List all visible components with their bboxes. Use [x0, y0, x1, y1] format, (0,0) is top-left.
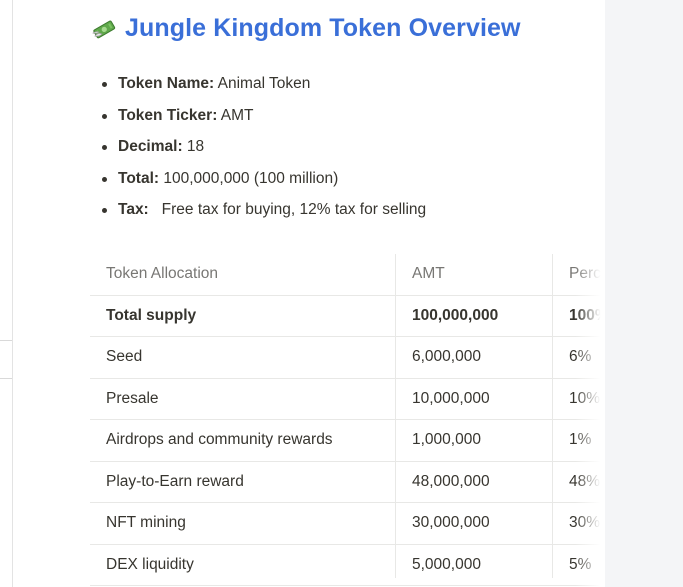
token-allocation-table: Token Allocation AMT Percentage Total su…	[90, 254, 605, 586]
table-row: Seed 6,000,000 6%	[90, 337, 605, 379]
table-row: DEX liquidity 5,000,000 5%	[90, 545, 605, 586]
table-cell[interactable]: 5%	[569, 555, 592, 573]
property-label: Token Name:	[118, 75, 215, 92]
table-cell[interactable]: 100%	[569, 306, 605, 324]
table-cell[interactable]: 100,000,000	[412, 306, 499, 324]
property-value: Animal Token	[214, 75, 311, 92]
panel-divider	[0, 340, 12, 341]
table-cell[interactable]: Airdrops and community rewards	[106, 431, 333, 448]
header-percentage[interactable]: Percentage	[569, 265, 605, 282]
property-value: 100,000,000 (100 million)	[159, 169, 339, 187]
column-divider	[552, 254, 553, 578]
property-label: Decimal:	[118, 138, 183, 156]
table-row: Play-to-Earn reward 48,000,000 48%	[90, 462, 605, 503]
table-cell[interactable]: Total supply	[106, 306, 197, 324]
list-item: Decimal: 18	[102, 133, 426, 165]
panel-divider	[0, 378, 12, 379]
property-label: Token Ticker:	[118, 106, 218, 124]
table-cell[interactable]: 6%	[569, 348, 592, 365]
table-cell[interactable]: Presale	[106, 389, 159, 407]
table-cell[interactable]: 48,000,000	[412, 472, 490, 490]
property-label: Tax:	[118, 201, 149, 219]
header-token-allocation[interactable]: Token Allocation	[106, 265, 219, 282]
table-cell[interactable]: Play-to-Earn reward	[106, 472, 244, 490]
page-title: Jungle Kingdom Token Overview	[91, 14, 521, 43]
property-label: Total:	[118, 169, 160, 187]
table-cell[interactable]: 10%	[569, 389, 601, 407]
column-divider	[395, 254, 396, 578]
document-page: Jungle Kingdom Token Overview Token Name…	[13, 0, 605, 587]
list-item: Token Name: Animal Token	[102, 70, 426, 102]
header-amt[interactable]: AMT	[412, 265, 445, 282]
table-row: NFT mining 30,000,000 30%	[90, 503, 605, 545]
table-cell[interactable]: 30%	[569, 514, 601, 531]
table-cell[interactable]: DEX liquidity	[106, 555, 194, 573]
table-row: Total supply 100,000,000 100%	[90, 296, 605, 337]
property-value: Free tax for buying, 12% tax for selling	[148, 201, 427, 219]
table-header-row: Token Allocation AMT Percentage	[90, 254, 605, 296]
table-cell[interactable]: Seed	[106, 348, 143, 365]
list-item: Total: 100,000,000 (100 million)	[102, 165, 426, 197]
table-cell[interactable]: 10,000,000	[412, 389, 490, 407]
table-cell[interactable]: 1%	[569, 431, 592, 448]
property-value: 18	[182, 138, 205, 156]
table-row: Presale 10,000,000 10%	[90, 379, 605, 420]
title-text: Jungle Kingdom Token Overview	[125, 14, 521, 42]
table-cell[interactable]: NFT mining	[106, 514, 186, 531]
table-cell[interactable]: 48%	[569, 472, 601, 490]
list-item: Token Ticker: AMT	[102, 102, 426, 134]
property-value: AMT	[217, 106, 254, 124]
table-row: Airdrops and community rewards 1,000,000…	[90, 420, 605, 462]
table-cell[interactable]: 5,000,000	[412, 555, 481, 573]
right-margin	[605, 0, 683, 587]
token-properties-list: Token Name: Animal Token Token Ticker: A…	[102, 70, 426, 228]
money-with-wings-icon	[91, 16, 117, 42]
left-panel	[0, 0, 13, 587]
list-item: Tax: Free tax for buying, 12% tax for se…	[102, 196, 426, 228]
table-cell[interactable]: 30,000,000	[412, 514, 490, 531]
table-cell[interactable]: 6,000,000	[412, 348, 481, 365]
table-cell[interactable]: 1,000,000	[412, 431, 481, 448]
